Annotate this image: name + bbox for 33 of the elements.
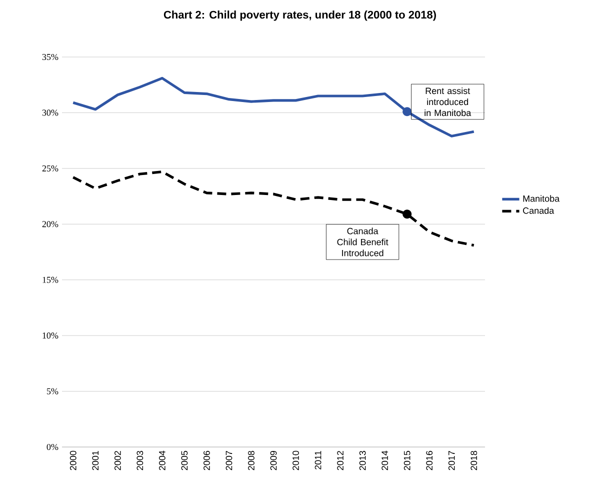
legend-label: Canada: [523, 207, 554, 214]
x-tick-label: 2002: [114, 450, 121, 470]
y-tick-label: 10%: [42, 332, 58, 339]
y-tick-label: 35%: [42, 54, 58, 60]
x-tick-label: 2007: [226, 450, 232, 470]
x-tick-label: 2005: [181, 450, 188, 470]
x-tick-label: 2000: [70, 450, 76, 470]
x-tick-label: 2016: [426, 450, 433, 470]
y-tick-label: 20%: [42, 221, 58, 228]
y-tick-label: 15%: [42, 276, 58, 283]
x-tick-label: 2003: [136, 450, 144, 470]
x-tick-label: 2009: [270, 450, 277, 470]
x-tick-label: 2014: [382, 450, 388, 470]
x-tick-label: 2018: [470, 450, 478, 470]
x-tick-label: 2008: [248, 450, 254, 470]
annotation: Canada Child Benefit Introduced: [337, 228, 388, 256]
x-tick-label: 2001: [92, 450, 99, 470]
x-tick-label: 2017: [448, 450, 455, 470]
x-tick-label: 2012: [337, 450, 344, 470]
x-tick-label: 2015: [404, 450, 410, 470]
line-series: [72, 170, 476, 247]
x-tick-label: 2011: [314, 450, 322, 470]
x-tick-label: 2006: [204, 450, 210, 470]
y-tick-label: 30%: [42, 110, 58, 116]
y-tick-label: 0%: [46, 444, 58, 450]
annotation: Rent assist introduced in Manitoba: [424, 87, 472, 116]
x-tick-label: 2013: [359, 450, 366, 470]
x-tick-label: 2004: [158, 450, 166, 470]
y-tick-label: 5%: [46, 388, 58, 394]
legend-label: Manitoba: [523, 195, 560, 202]
y-tick-label: 25%: [42, 165, 58, 172]
chart-title: Chart 2: Child poverty rates, under 18 (2000 to 2018): [164, 10, 436, 21]
x-tick-label: 2010: [292, 450, 299, 470]
